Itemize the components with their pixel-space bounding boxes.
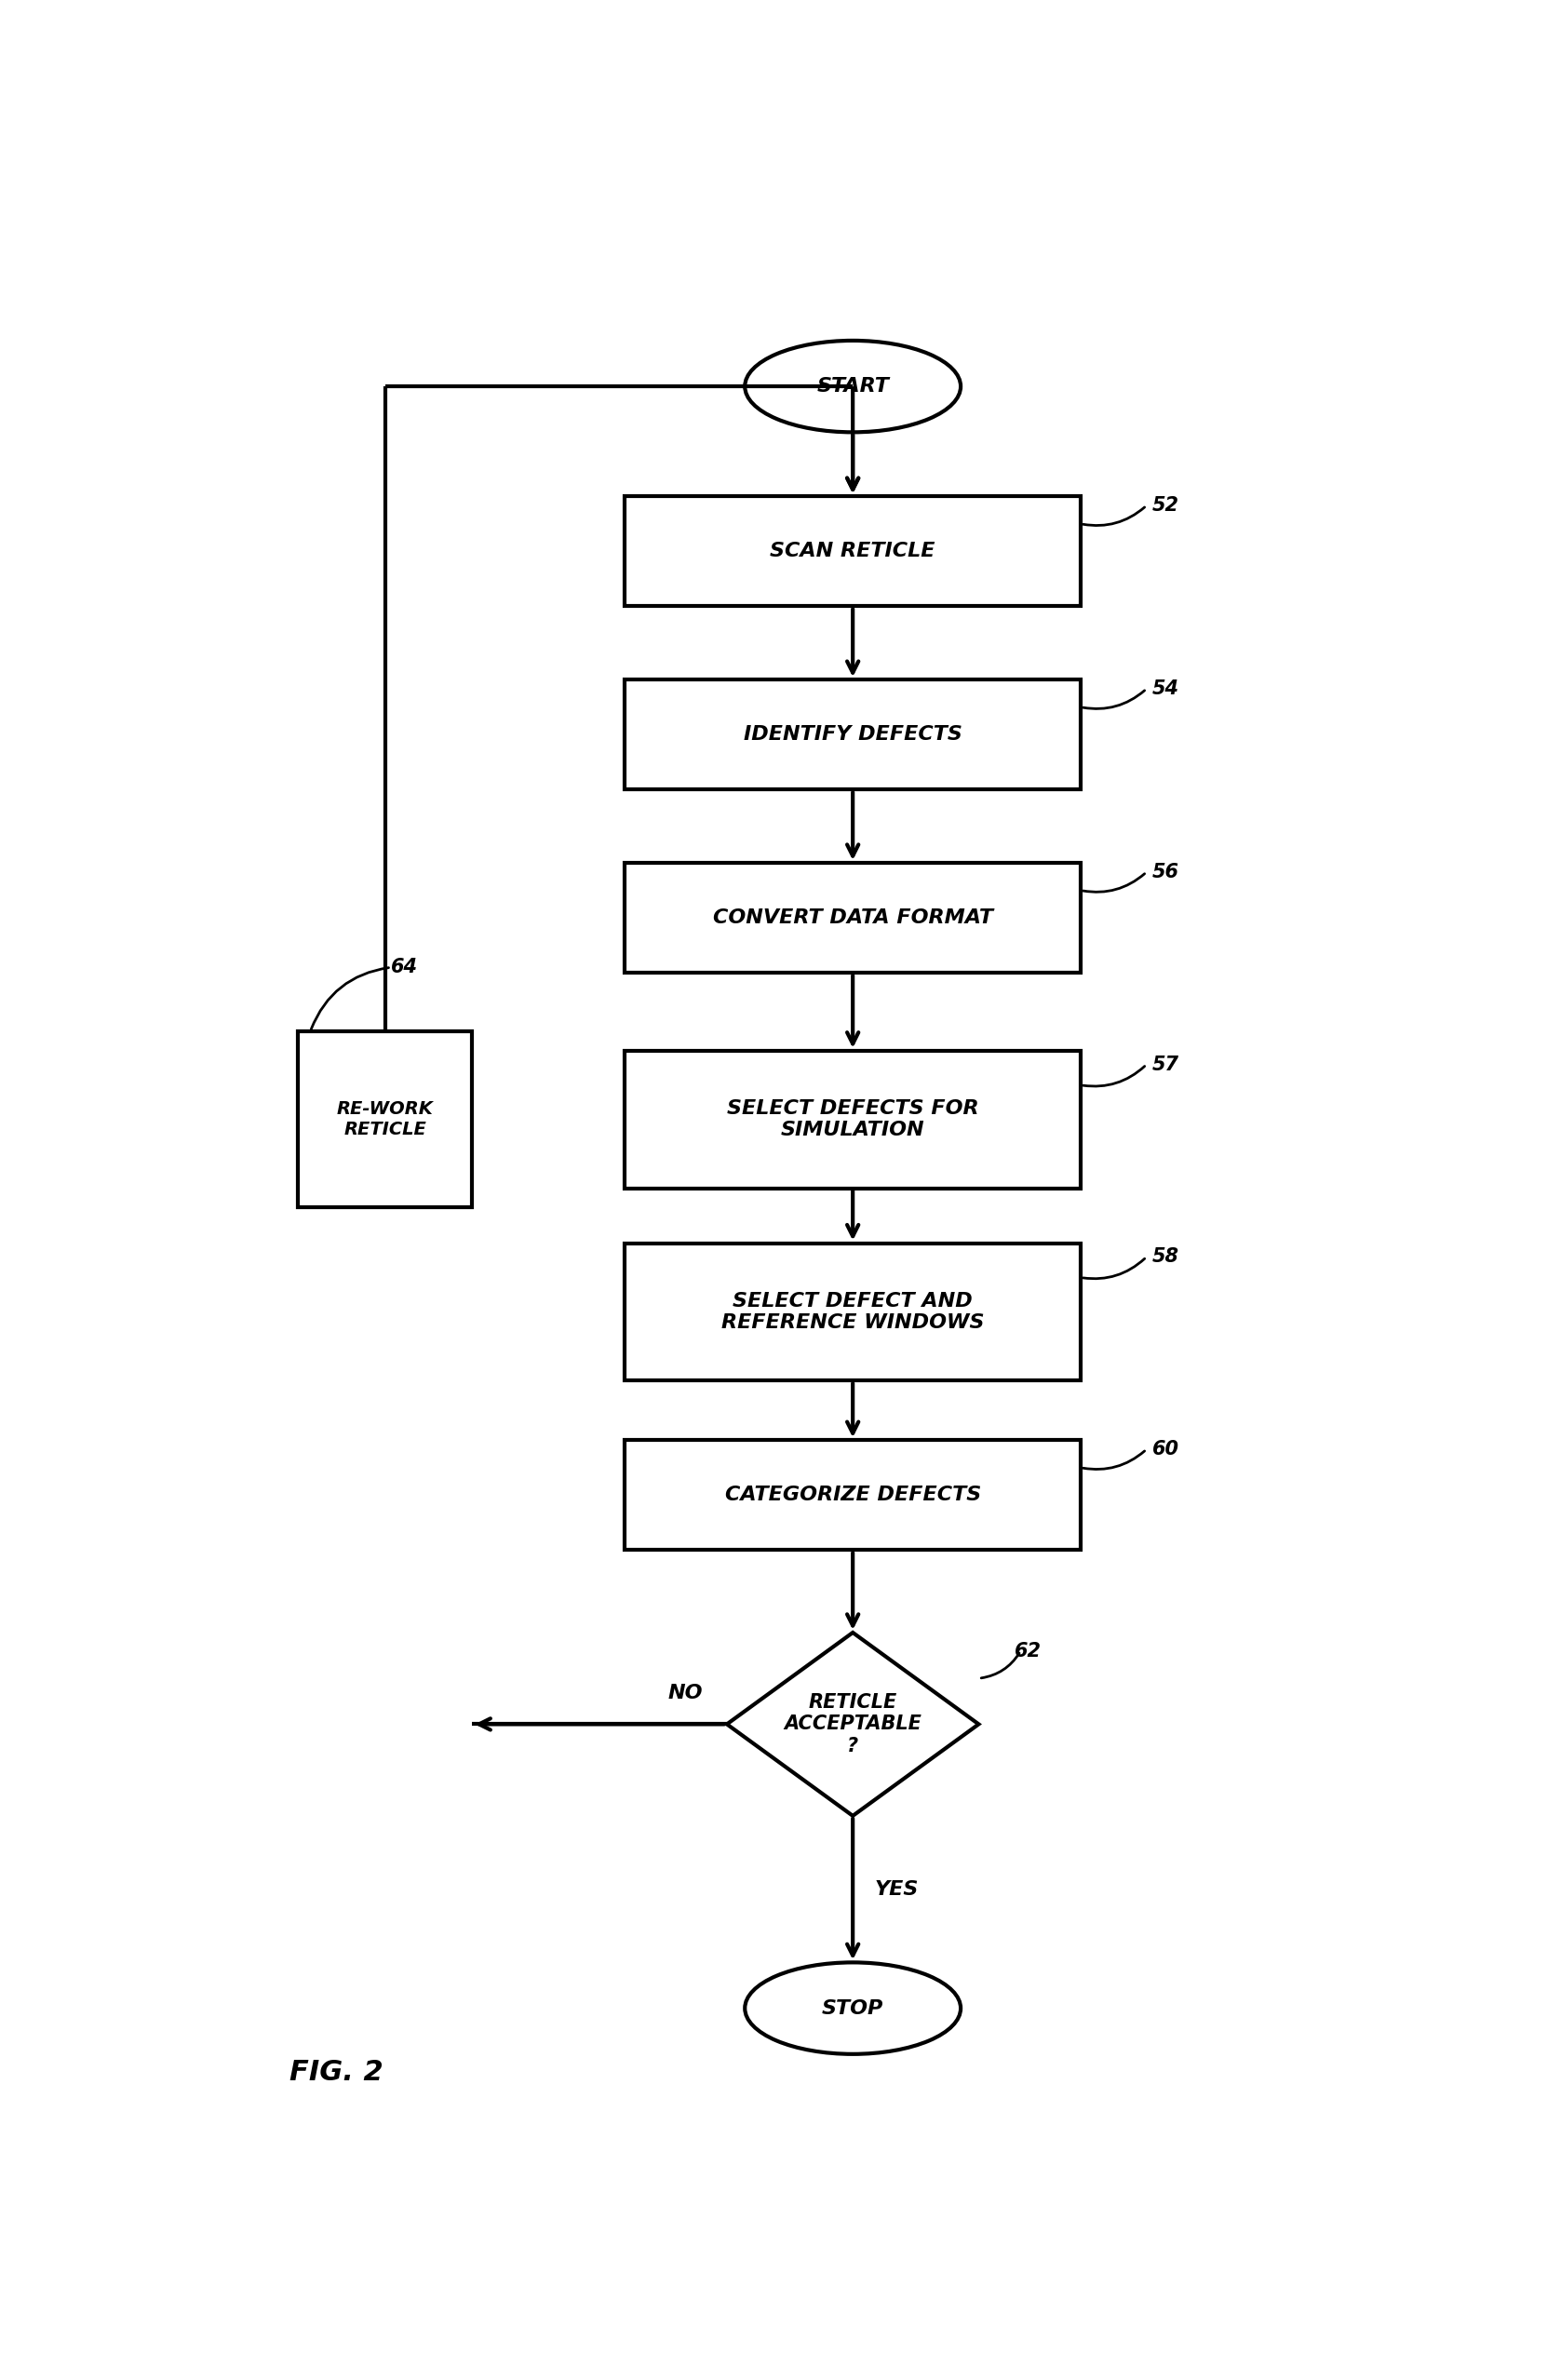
Text: RETICLE
ACCEPTABLE
?: RETICLE ACCEPTABLE ? — [784, 1692, 922, 1754]
Text: SELECT DEFECTS FOR
SIMULATION: SELECT DEFECTS FOR SIMULATION — [727, 1100, 979, 1140]
Bar — [625, 497, 1080, 607]
Bar — [625, 864, 1080, 973]
Text: 62: 62 — [1015, 1642, 1041, 1661]
Text: YES: YES — [874, 1880, 919, 1899]
Text: 56: 56 — [1153, 862, 1179, 881]
Bar — [625, 681, 1080, 790]
Text: NO: NO — [668, 1683, 702, 1702]
Text: CATEGORIZE DEFECTS: CATEGORIZE DEFECTS — [724, 1485, 981, 1504]
Ellipse shape — [746, 1964, 961, 2054]
Bar — [299, 1031, 472, 1207]
Text: SCAN RETICLE: SCAN RETICLE — [770, 543, 936, 562]
Text: 57: 57 — [1153, 1054, 1179, 1073]
Text: RE-WORK
RETICLE: RE-WORK RETICLE — [337, 1100, 433, 1138]
Text: IDENTIFY DEFECTS: IDENTIFY DEFECTS — [744, 726, 962, 745]
Text: 52: 52 — [1153, 495, 1179, 514]
Polygon shape — [727, 1633, 979, 1816]
Bar — [625, 1050, 1080, 1188]
Text: 58: 58 — [1153, 1247, 1179, 1266]
Bar — [625, 1440, 1080, 1549]
Ellipse shape — [746, 340, 961, 433]
Text: STOP: STOP — [821, 1999, 883, 2018]
Text: 54: 54 — [1153, 678, 1179, 697]
Text: 64: 64 — [391, 959, 418, 976]
Text: CONVERT DATA FORMAT: CONVERT DATA FORMAT — [713, 909, 993, 928]
Text: START: START — [817, 376, 890, 395]
Bar — [625, 1242, 1080, 1380]
Text: FIG. 2: FIG. 2 — [289, 2059, 384, 2085]
Text: 60: 60 — [1153, 1440, 1179, 1459]
Text: SELECT DEFECT AND
REFERENCE WINDOWS: SELECT DEFECT AND REFERENCE WINDOWS — [721, 1292, 984, 1333]
